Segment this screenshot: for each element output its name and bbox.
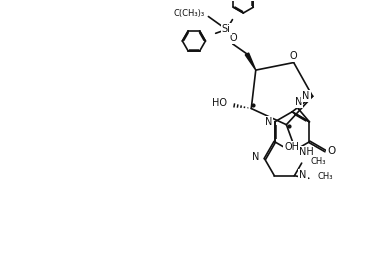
Text: OH: OH (284, 142, 299, 152)
Text: Si: Si (222, 25, 230, 35)
Text: O: O (327, 146, 336, 156)
Text: HO: HO (212, 98, 227, 109)
Text: N: N (302, 91, 310, 101)
Text: CH₃: CH₃ (310, 157, 326, 166)
Text: N: N (252, 152, 260, 162)
Text: NH: NH (299, 147, 313, 157)
Polygon shape (245, 53, 256, 70)
Text: O: O (290, 51, 298, 61)
Text: N: N (265, 117, 272, 127)
Text: CH₃: CH₃ (318, 172, 333, 181)
Text: N: N (295, 97, 302, 107)
Text: N: N (299, 170, 307, 180)
Text: O: O (229, 33, 237, 43)
Text: C(CH₃)₃: C(CH₃)₃ (173, 9, 205, 18)
